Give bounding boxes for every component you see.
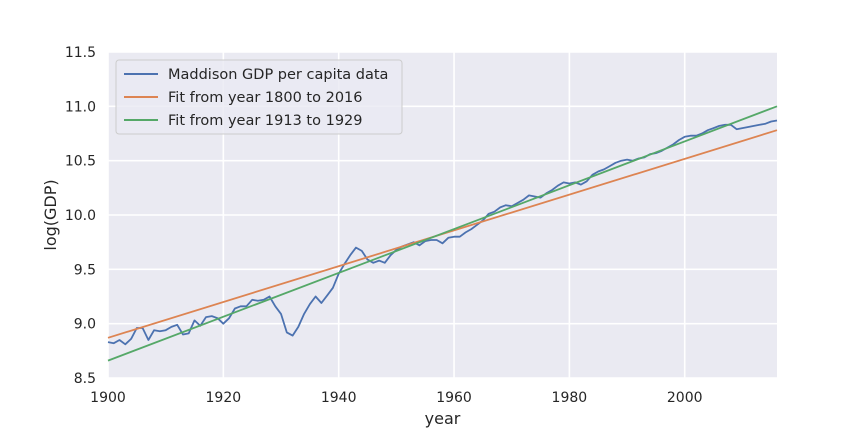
y-tick-label: 8.5 [74, 371, 96, 387]
y-axis-label: log(GDP) [41, 179, 60, 250]
x-tick-labels: 1900 1920 1940 1960 1980 2000 [90, 390, 702, 406]
y-tick-label: 10.5 [65, 154, 96, 170]
x-tick-label: 2000 [667, 390, 703, 406]
y-tick-label: 11.0 [65, 99, 96, 115]
x-tick-label: 1920 [206, 390, 242, 406]
legend-label: Maddison GDP per capita data [168, 67, 388, 83]
series-fit-1913-1929-line [107, 105, 778, 362]
y-tick-label: 9.0 [74, 317, 96, 333]
series-lines [107, 105, 778, 362]
x-axis-label: year [425, 409, 461, 428]
y-tick-label: 9.5 [74, 262, 96, 278]
y-tick-labels: 8.5 9.0 9.5 10.0 10.5 11.0 11.5 [65, 45, 96, 387]
legend-label: Fit from year 1913 to 1929 [168, 113, 363, 129]
x-tick-label: 1940 [321, 390, 357, 406]
x-tick-label: 1960 [436, 390, 472, 406]
legend-box [115, 59, 403, 135]
y-tick-label: 10.0 [65, 208, 96, 224]
x-tick-label: 1900 [90, 390, 126, 406]
legend-label: Fit from year 1800 to 2016 [168, 90, 363, 106]
y-tick-label: 11.5 [65, 45, 96, 61]
x-tick-label: 1980 [552, 390, 588, 406]
legend: Maddison GDP per capita data Fit from yea… [115, 59, 403, 135]
